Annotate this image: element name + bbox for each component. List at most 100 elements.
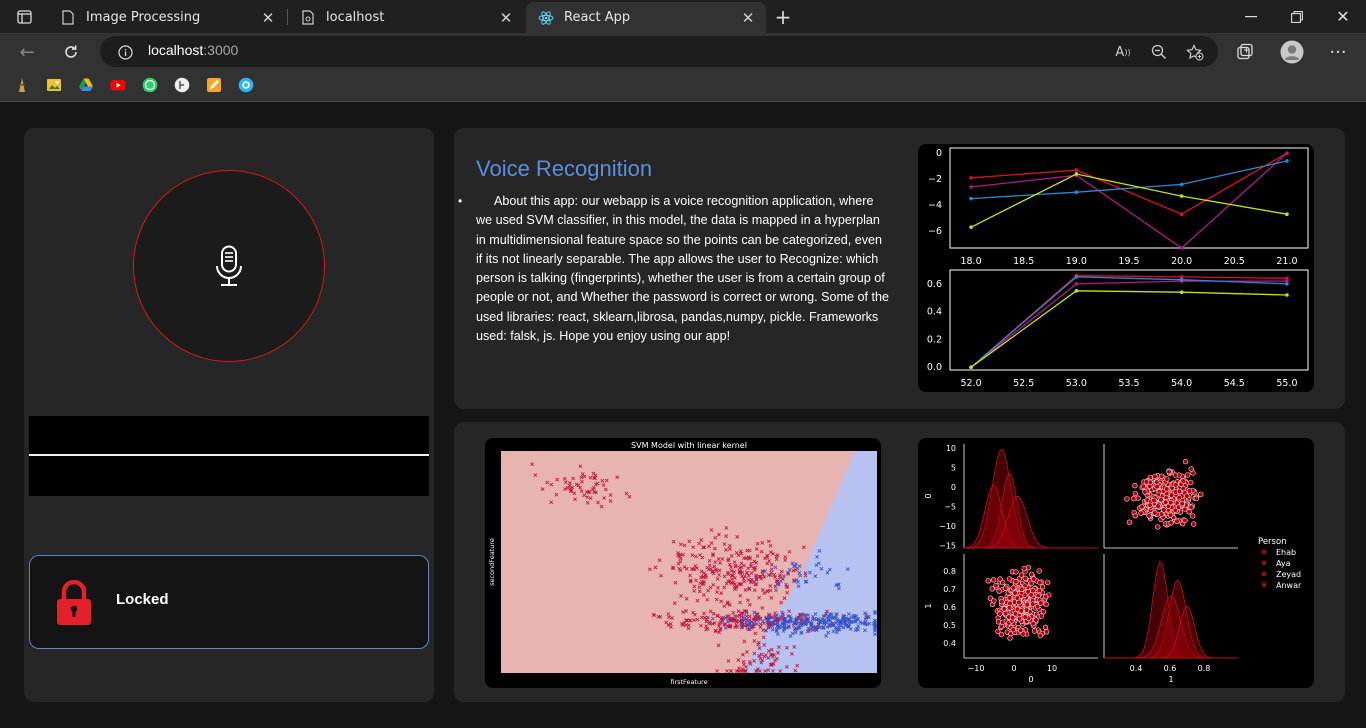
- scatter-marker: [733, 587, 737, 592]
- scatter-marker: [1188, 479, 1194, 486]
- read-aloud-icon[interactable]: A)): [1115, 44, 1131, 60]
- tower-icon[interactable]: [14, 77, 30, 93]
- info-icon[interactable]: [114, 41, 136, 63]
- scatter-marker: [1039, 584, 1046, 590]
- scatter-marker: [653, 565, 658, 570]
- scatter-marker: [848, 627, 853, 632]
- scatter-marker: [788, 634, 793, 639]
- tab-react-app[interactable]: React App ✕: [526, 2, 766, 33]
- profile-avatar[interactable]: [1279, 39, 1305, 65]
- scatter-marker: [815, 625, 819, 630]
- scatter-marker: [705, 565, 710, 570]
- scatter-marker: [813, 574, 818, 579]
- scatter-marker: [744, 610, 749, 615]
- scatter-marker: [647, 567, 652, 572]
- url-field[interactable]: localhost:3000 A)): [100, 36, 1218, 67]
- minimize-icon[interactable]: [1228, 0, 1274, 33]
- scatter-marker: [734, 623, 739, 627]
- scatter-marker: [571, 476, 576, 481]
- favorite-add-icon[interactable]: [1184, 41, 1206, 63]
- scatter-marker: [708, 585, 713, 590]
- close-window-icon[interactable]: ✕: [1336, 7, 1350, 26]
- scatter-marker: [1184, 493, 1190, 499]
- scatter-marker: [811, 614, 815, 619]
- scatter-marker: [733, 564, 738, 569]
- scatter-marker: [821, 625, 826, 630]
- scatter-marker: [1024, 601, 1030, 608]
- tab-title: React App: [564, 10, 631, 25]
- scatter-marker: [1179, 500, 1185, 507]
- scatter-marker: [757, 646, 762, 650]
- url-text: localhost:3000: [148, 42, 238, 58]
- pencil-icon[interactable]: [206, 77, 222, 93]
- scatter-points: [530, 462, 877, 673]
- record-button[interactable]: [133, 170, 325, 362]
- scatter-marker: [601, 483, 606, 487]
- scatter-marker: [603, 487, 608, 492]
- scatter-marker: [1013, 569, 1019, 575]
- scatter-marker: [1022, 614, 1028, 620]
- scatter-marker: [769, 596, 774, 600]
- scatter-marker: [591, 486, 596, 490]
- scatter-marker: [808, 570, 812, 575]
- scatter-marker: [706, 588, 710, 593]
- scatter-marker: [1006, 576, 1013, 582]
- refresh-icon[interactable]: [58, 39, 84, 65]
- scatter-marker: [772, 572, 777, 577]
- scatter-marker: [681, 552, 685, 557]
- whatsapp-icon[interactable]: [142, 77, 158, 93]
- scatter-marker: [722, 574, 727, 579]
- url-port: :3000: [203, 42, 239, 58]
- circle-app-icon[interactable]: [238, 77, 254, 93]
- scatter-marker: [1147, 502, 1153, 508]
- scatter-marker: [780, 620, 785, 625]
- scatter-marker: [1010, 585, 1017, 591]
- tab-actions-icon[interactable]: [4, 0, 44, 33]
- tab-title: Image Processing: [86, 10, 201, 25]
- script-icon[interactable]: [174, 77, 190, 93]
- scatter-marker: [792, 579, 796, 584]
- close-icon[interactable]: ✕: [741, 8, 755, 27]
- tab-localhost[interactable]: localhost ✕: [288, 2, 524, 33]
- tab-image-processing[interactable]: Image Processing ✕: [48, 2, 286, 33]
- scatter-marker: [742, 639, 747, 644]
- scatter-marker: [768, 653, 773, 657]
- scatter-marker: [594, 482, 598, 487]
- scatter-marker: [796, 580, 800, 584]
- scatter-marker: [1022, 575, 1029, 582]
- scatter-marker: [724, 547, 728, 552]
- scatter-points: [985, 564, 1052, 641]
- density-curve: [964, 495, 1098, 549]
- plot-title: SVM Model with linear kernel: [631, 441, 747, 450]
- scatter-marker: [1182, 517, 1188, 524]
- close-icon[interactable]: ✕: [499, 8, 513, 27]
- legend-title: Person: [1258, 537, 1287, 547]
- scatter-marker: [756, 617, 761, 622]
- scatter-marker: [754, 573, 758, 578]
- lock-status-text: Locked: [116, 591, 169, 608]
- photo-icon[interactable]: [46, 77, 62, 93]
- close-icon[interactable]: ✕: [261, 8, 275, 27]
- new-tab-icon[interactable]: +: [774, 4, 792, 29]
- scatter-marker: [816, 622, 821, 627]
- scatter-marker: [573, 497, 577, 502]
- youtube-icon[interactable]: [110, 77, 126, 93]
- scatter-marker: [752, 559, 757, 564]
- x-tick-label: 19.0: [1066, 256, 1087, 267]
- scatter-marker: [694, 578, 698, 583]
- x-tick-label: 54.0: [1171, 378, 1192, 389]
- scatter-marker: [747, 660, 752, 664]
- scatter-marker: [1031, 628, 1038, 634]
- scatter-marker: [745, 650, 749, 654]
- drive-icon[interactable]: [78, 77, 94, 93]
- scatter-marker: [1018, 572, 1025, 578]
- scatter-marker: [796, 615, 801, 620]
- more-menu-icon[interactable]: ···: [1329, 41, 1347, 63]
- restore-icon[interactable]: [1274, 0, 1320, 33]
- scatter-marker: [1163, 499, 1169, 506]
- scatter-marker: [739, 551, 744, 556]
- collections-icon[interactable]: [1232, 39, 1258, 65]
- zoom-out-icon[interactable]: [1148, 41, 1170, 63]
- scatter-marker: [768, 543, 773, 548]
- back-icon[interactable]: ←: [19, 41, 35, 63]
